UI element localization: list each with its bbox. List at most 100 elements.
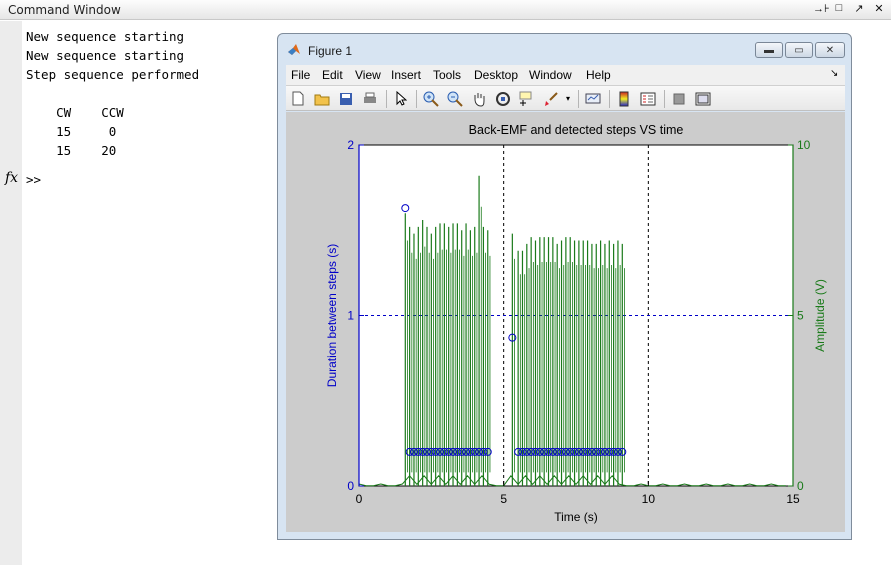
print-icon[interactable] [361, 90, 379, 107]
plot-area: 0 5 10 15 0 1 2 0 5 10 Back-EMF and detected steps… [286, 112, 845, 532]
step-marker [544, 447, 553, 456]
step-marker [570, 447, 579, 456]
x-tick-label: 0 [356, 492, 363, 506]
step-marker [436, 447, 445, 456]
step-marker [522, 447, 531, 456]
step-marker [457, 447, 466, 456]
output-line: Step sequence performed [26, 67, 200, 82]
output-line: New sequence starting [26, 29, 185, 44]
figure-toolbar: ▾ [286, 85, 845, 111]
step-marker [483, 447, 492, 456]
menu-desktop[interactable]: Desktop [474, 68, 519, 82]
menu-edit[interactable]: Edit [322, 68, 343, 82]
step-marker [409, 447, 418, 456]
step-marker [422, 447, 431, 456]
step-marker [535, 447, 544, 456]
command-prompt[interactable]: >> [26, 172, 42, 187]
rotate-3d-icon[interactable] [494, 90, 512, 107]
y-right-tick-label: 0 [797, 479, 804, 493]
step-marker [462, 447, 471, 456]
step-marker [557, 447, 566, 456]
x-tick-label: 10 [642, 492, 656, 506]
step-marker [613, 447, 622, 456]
maximize-icon[interactable]: □ [835, 2, 843, 14]
step-marker [540, 447, 549, 456]
minimize-button[interactable]: ▬ [755, 42, 783, 58]
step-marker [444, 447, 453, 456]
data-cursor-icon[interactable] [518, 90, 536, 107]
figure-titlebar[interactable]: Figure 1 ▬ ▭ ✕ [278, 34, 851, 64]
new-file-icon[interactable] [289, 90, 307, 107]
step-marker [618, 447, 627, 456]
menu-window[interactable]: Window [529, 68, 572, 82]
step-marker [440, 447, 449, 456]
amplitude-noise-line [358, 474, 786, 487]
y-right-tick-label: 5 [797, 309, 804, 323]
pointer-icon[interactable] [392, 90, 410, 107]
step-marker [414, 447, 423, 456]
link-plot-icon[interactable] [584, 90, 602, 107]
menu-view[interactable]: View [355, 68, 381, 82]
step-marker [566, 447, 575, 456]
menu-tools[interactable]: Tools [433, 68, 462, 82]
restore-button[interactable]: ▭ [785, 42, 813, 58]
command-window-titlebar: Command Window →⊦ □ ↗ ✕ [0, 0, 891, 20]
x-tick-label: 15 [786, 492, 800, 506]
close-button[interactable]: ✕ [815, 42, 845, 58]
colorbar-icon[interactable] [615, 90, 633, 107]
step-marker [579, 447, 588, 456]
open-folder-icon[interactable] [313, 90, 331, 107]
step-marker [574, 447, 583, 456]
zoom-in-icon[interactable] [422, 90, 440, 107]
pan-hand-icon[interactable] [470, 90, 488, 107]
figure-window[interactable]: Figure 1 ▬ ▭ ✕ File Edit View Insert Too… [277, 33, 852, 540]
menu-file[interactable]: File [291, 68, 311, 82]
close-icon: ✕ [825, 44, 835, 56]
step-marker [479, 447, 488, 456]
step-marker [470, 447, 479, 456]
menu-dock-arrow-icon[interactable]: ↘ [830, 68, 839, 79]
x-tick-label: 5 [500, 492, 507, 506]
step-marker [475, 447, 484, 456]
step-marker [596, 447, 605, 456]
command-gutter [0, 21, 22, 565]
menu-insert[interactable]: Insert [391, 68, 422, 82]
legend-icon[interactable] [639, 90, 657, 107]
step-marker [427, 447, 436, 456]
step-marker [508, 333, 517, 342]
function-browser-icon[interactable]: fx [5, 170, 19, 186]
figure-title: Figure 1 [308, 44, 353, 58]
step-marker [561, 447, 570, 456]
step-marker [583, 447, 592, 456]
show-tools-icon[interactable] [694, 90, 712, 107]
hide-tools-icon[interactable] [670, 90, 688, 107]
step-marker [431, 447, 440, 456]
step-marker [553, 447, 562, 456]
step-marker [600, 447, 609, 456]
y-right-tick-label: 10 [797, 138, 811, 152]
brush-dropdown-icon[interactable]: ▾ [565, 94, 570, 103]
step-marker [401, 204, 410, 213]
y-left-tick-label: 2 [347, 138, 354, 152]
table-row: 15 20 [26, 143, 117, 158]
brush-icon[interactable] [542, 90, 560, 107]
restore-icon: ▭ [794, 44, 804, 56]
chart-title: Back-EMF and detected steps VS time [469, 123, 684, 137]
step-marker [453, 447, 462, 456]
y-left-axis-label: Duration between steps (s) [325, 244, 339, 387]
dock-icon[interactable]: ↗ [854, 3, 864, 15]
table-row: 15 0 [26, 124, 117, 139]
undock-icon[interactable]: →⊦ [813, 3, 830, 15]
matlab-logo-icon [288, 44, 300, 55]
zoom-out-icon[interactable] [446, 90, 464, 107]
menu-bar: File Edit View Insert Tools Desktop Wind… [286, 65, 845, 85]
step-marker [418, 447, 427, 456]
close-icon[interactable]: ✕ [874, 3, 884, 15]
step-marker [527, 447, 536, 456]
table-header: CW CCW [26, 105, 124, 120]
menu-help[interactable]: Help [586, 68, 611, 82]
step-marker [405, 447, 414, 456]
save-icon[interactable] [337, 90, 355, 107]
step-marker [548, 447, 557, 456]
